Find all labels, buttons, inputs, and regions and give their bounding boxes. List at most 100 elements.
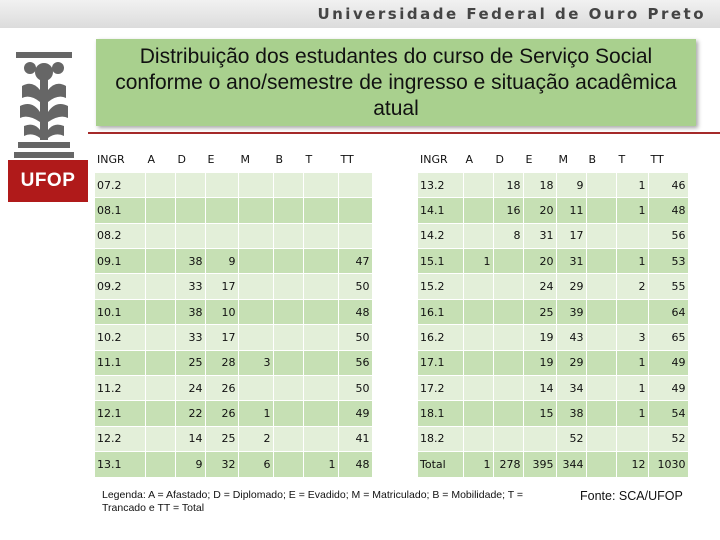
- value-cell: 26: [205, 400, 239, 427]
- ingress-cell: Total: [418, 451, 464, 478]
- value-cell: 11: [556, 197, 587, 224]
- value-cell: [338, 197, 373, 224]
- table-row: 14.2 8 31 17 56: [418, 223, 689, 250]
- value-cell: 31: [556, 248, 587, 275]
- value-cell: 29: [556, 273, 587, 300]
- value-cell: [493, 350, 524, 377]
- value-cell: [145, 375, 176, 402]
- value-cell: [586, 375, 617, 402]
- value-cell: 55: [648, 273, 689, 300]
- value-cell: 12: [616, 451, 649, 478]
- value-cell: 9: [556, 172, 587, 199]
- value-cell: [303, 400, 339, 427]
- value-cell: [586, 426, 617, 453]
- ingress-cell: 11.1: [95, 350, 146, 377]
- value-cell: [586, 248, 617, 275]
- value-cell: [145, 299, 176, 326]
- ingress-cell: 17.1: [418, 350, 464, 377]
- value-cell: [463, 426, 494, 453]
- ingress-cell: 12.1: [95, 400, 146, 427]
- ingress-cell: 13.1: [95, 451, 146, 478]
- value-cell: 49: [338, 400, 373, 427]
- column-header: T: [616, 147, 649, 173]
- value-cell: 39: [556, 299, 587, 326]
- table-header-row: INGR A D E M B T TT: [95, 147, 373, 173]
- ingress-cell: 14.1: [418, 197, 464, 224]
- column-header: E: [523, 147, 557, 173]
- value-cell: [273, 299, 304, 326]
- table-row: 09.2 33 17 50: [95, 273, 373, 300]
- header-bar: Universidade Federal de Ouro Preto: [0, 0, 720, 28]
- value-cell: [493, 426, 524, 453]
- ingress-cell: 10.1: [95, 299, 146, 326]
- ingress-cell: 18.1: [418, 400, 464, 427]
- value-cell: [238, 324, 274, 351]
- table-row: 08.1: [95, 197, 373, 224]
- value-cell: [303, 223, 339, 250]
- value-cell: 1: [463, 248, 494, 275]
- value-cell: 17: [205, 324, 239, 351]
- table-row: 18.1 15 38 1 54: [418, 400, 689, 427]
- value-cell: 50: [338, 375, 373, 402]
- value-cell: [238, 273, 274, 300]
- value-cell: 65: [648, 324, 689, 351]
- table-row: 15.2 24 29 2 55: [418, 273, 689, 300]
- value-cell: [273, 197, 304, 224]
- value-cell: [145, 451, 176, 478]
- table-row: 16.2 19 43 3 65: [418, 324, 689, 351]
- value-cell: 43: [556, 324, 587, 351]
- value-cell: [145, 426, 176, 453]
- university-name: Universidade Federal de Ouro Preto: [317, 5, 706, 23]
- value-cell: [586, 400, 617, 427]
- value-cell: 56: [338, 350, 373, 377]
- value-cell: [273, 451, 304, 478]
- value-cell: [463, 350, 494, 377]
- value-cell: 53: [648, 248, 689, 275]
- value-cell: [616, 299, 649, 326]
- ingress-cell: 10.2: [95, 324, 146, 351]
- value-cell: [205, 172, 239, 199]
- value-cell: [273, 400, 304, 427]
- ingress-cell: 08.2: [95, 223, 146, 250]
- value-cell: [338, 223, 373, 250]
- value-cell: 24: [523, 273, 557, 300]
- table-row: Total 1 278 395 344 12 1030: [418, 451, 689, 478]
- value-cell: 25: [523, 299, 557, 326]
- value-cell: 19: [523, 350, 557, 377]
- value-cell: [273, 172, 304, 199]
- value-cell: 10: [205, 299, 239, 326]
- table-row: 14.1 16 20 11 1 48: [418, 197, 689, 224]
- value-cell: [205, 197, 239, 224]
- column-header: D: [175, 147, 206, 173]
- value-cell: 3: [238, 350, 274, 377]
- table-row: 15.1 1 20 31 1 53: [418, 248, 689, 275]
- value-cell: [273, 273, 304, 300]
- ingress-cell: 07.2: [95, 172, 146, 199]
- ingress-cell: 15.1: [418, 248, 464, 275]
- value-cell: [463, 299, 494, 326]
- value-cell: 6: [238, 451, 274, 478]
- value-cell: 34: [556, 375, 587, 402]
- value-cell: [273, 426, 304, 453]
- value-cell: 48: [648, 197, 689, 224]
- value-cell: [303, 426, 339, 453]
- value-cell: [463, 273, 494, 300]
- table-row: 07.2: [95, 172, 373, 199]
- value-cell: 54: [648, 400, 689, 427]
- value-cell: [303, 197, 339, 224]
- value-cell: 22: [175, 400, 206, 427]
- value-cell: 18: [523, 172, 557, 199]
- value-cell: [238, 375, 274, 402]
- value-cell: [273, 350, 304, 377]
- value-cell: [273, 324, 304, 351]
- table-row: 08.2: [95, 223, 373, 250]
- value-cell: 17: [205, 273, 239, 300]
- value-cell: 20: [523, 197, 557, 224]
- value-cell: [238, 248, 274, 275]
- legend: Legenda: A = Afastado; D = Diplomado; E …: [102, 489, 524, 514]
- value-cell: 278: [493, 451, 524, 478]
- value-cell: 56: [648, 223, 689, 250]
- value-cell: 50: [338, 273, 373, 300]
- value-cell: 25: [175, 350, 206, 377]
- value-cell: [586, 451, 617, 478]
